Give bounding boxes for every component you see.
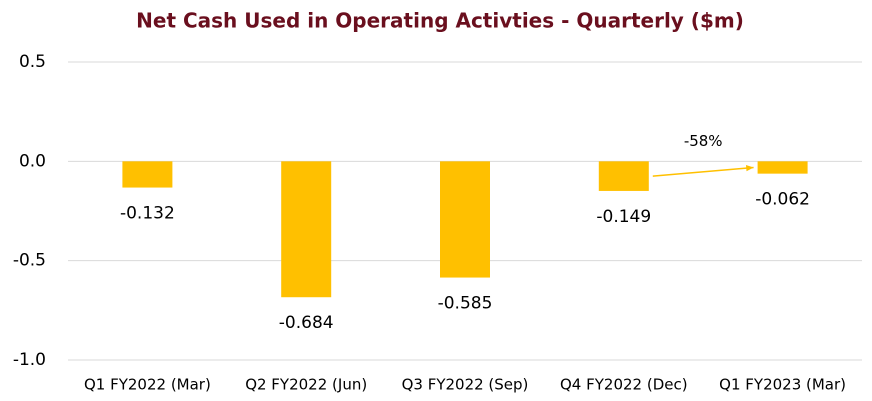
x-tick-label: Q1 FY2023 (Mar) bbox=[719, 376, 846, 394]
data-label: -0.132 bbox=[120, 204, 175, 224]
arrow-head bbox=[745, 165, 754, 172]
y-tick-label: 0.5 bbox=[19, 52, 46, 72]
x-tick-label: Q3 FY2022 (Sep) bbox=[402, 376, 529, 394]
data-label: -0.062 bbox=[755, 190, 810, 210]
y-tick-label: 0.0 bbox=[19, 151, 46, 171]
x-tick-label: Q1 FY2022 (Mar) bbox=[84, 376, 211, 394]
bar bbox=[440, 161, 490, 278]
data-label: -0.585 bbox=[438, 294, 493, 314]
bar bbox=[122, 161, 173, 188]
x-tick-label: Q4 FY2022 (Dec) bbox=[560, 376, 688, 394]
chart-title: Net Cash Used in Operating Activties - Q… bbox=[136, 9, 744, 33]
annotation: -58% bbox=[684, 132, 723, 150]
annotation-arrow bbox=[652, 166, 754, 177]
bar bbox=[598, 161, 649, 191]
data-label: -0.684 bbox=[279, 313, 334, 333]
x-tick-label: Q2 FY2022 (Jun) bbox=[245, 376, 367, 394]
bar bbox=[757, 161, 808, 174]
bar bbox=[281, 161, 332, 298]
y-tick-label: -0.5 bbox=[13, 251, 46, 271]
data-label: -0.149 bbox=[596, 207, 651, 227]
y-tick-label: -1.0 bbox=[13, 350, 46, 370]
